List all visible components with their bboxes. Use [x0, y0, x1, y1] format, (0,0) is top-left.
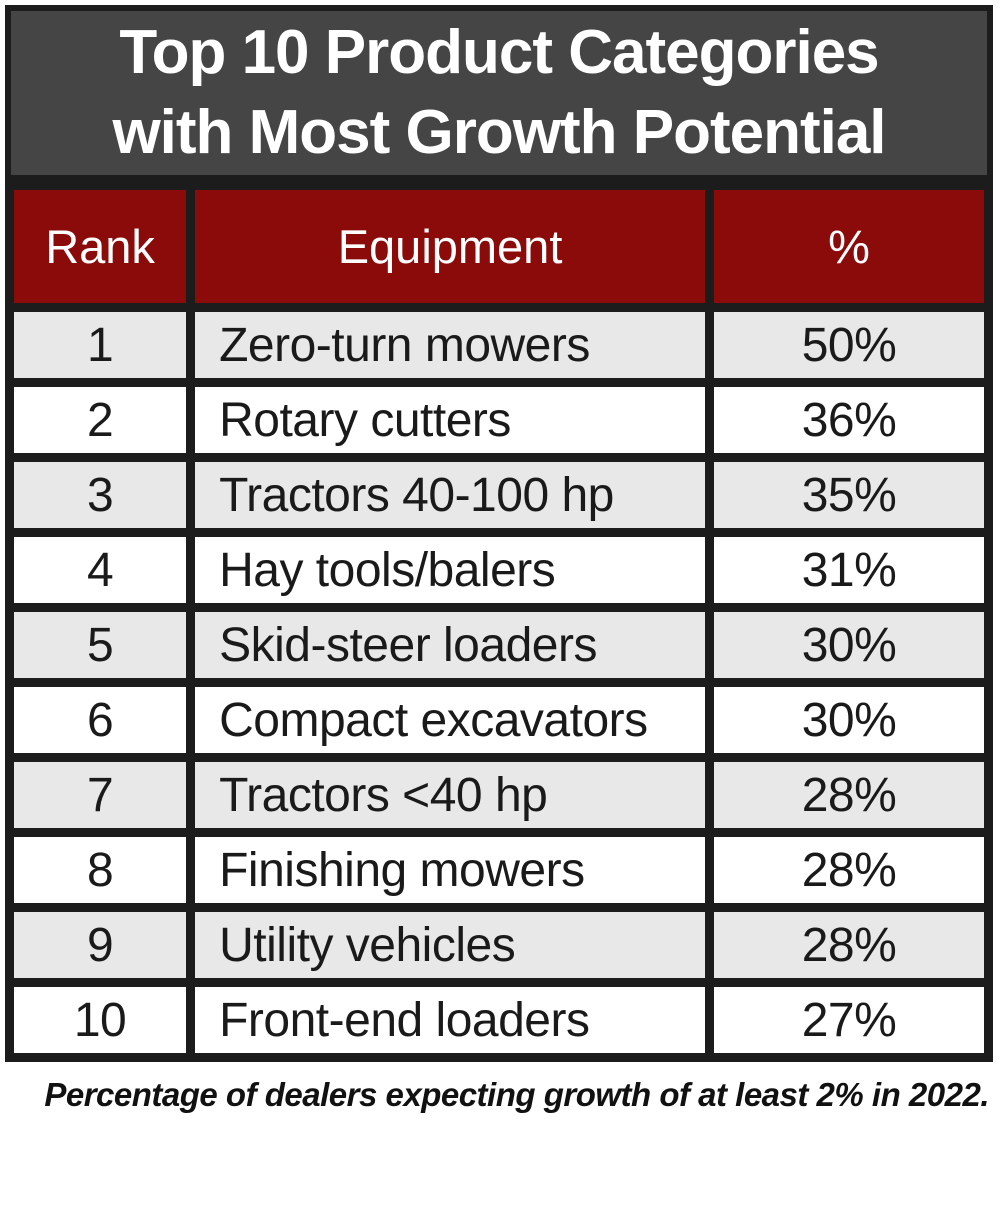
- table-row: 4 Hay tools/balers 31%: [4, 528, 994, 612]
- equipment-cell: Rotary cutters: [186, 378, 714, 462]
- rank-cell: 9: [4, 903, 196, 987]
- header-equipment: Equipment: [186, 181, 714, 312]
- table-body: 1 Zero-turn mowers 50% 2 Rotary cutters …: [4, 303, 994, 1062]
- table-header: Rank Equipment %: [4, 181, 994, 312]
- rank-cell: 7: [4, 753, 196, 837]
- title-line-1: Top 10 Product Categories: [119, 18, 879, 87]
- rank-cell: 8: [4, 828, 196, 912]
- percent-cell: 28%: [704, 828, 994, 912]
- title-line-2: with Most Growth Potential: [112, 98, 886, 167]
- growth-table: Rank Equipment % 1 Zero-turn mowers 50% …: [4, 181, 994, 1062]
- equipment-cell: Hay tools/balers: [186, 528, 714, 612]
- rank-cell: 10: [4, 978, 196, 1062]
- table-title: Top 10 Product Categories with Most Grow…: [5, 5, 993, 181]
- percent-cell: 50%: [704, 303, 994, 387]
- table-row: 8 Finishing mowers 28%: [4, 828, 994, 912]
- table-row: 9 Utility vehicles 28%: [4, 903, 994, 987]
- equipment-cell: Skid-steer loaders: [186, 603, 714, 687]
- equipment-cell: Tractors 40-100 hp: [186, 453, 714, 537]
- rank-cell: 4: [4, 528, 196, 612]
- rank-cell: 5: [4, 603, 196, 687]
- rank-cell: 2: [4, 378, 196, 462]
- table-row: 7 Tractors <40 hp 28%: [4, 753, 994, 837]
- percent-cell: 27%: [704, 978, 994, 1062]
- header-rank: Rank: [4, 181, 196, 312]
- table-row: 5 Skid-steer loaders 30%: [4, 603, 994, 687]
- equipment-cell: Finishing mowers: [186, 828, 714, 912]
- table-row: 10 Front-end loaders 27%: [4, 978, 994, 1062]
- equipment-cell: Compact excavators: [186, 678, 714, 762]
- header-percent: %: [704, 181, 994, 312]
- percent-cell: 30%: [704, 603, 994, 687]
- percent-cell: 36%: [704, 378, 994, 462]
- percent-cell: 30%: [704, 678, 994, 762]
- table-row: 6 Compact excavators 30%: [4, 678, 994, 762]
- percent-cell: 28%: [704, 903, 994, 987]
- table-row: 1 Zero-turn mowers 50%: [4, 303, 994, 387]
- percent-cell: 28%: [704, 753, 994, 837]
- equipment-cell: Utility vehicles: [186, 903, 714, 987]
- rank-cell: 3: [4, 453, 196, 537]
- rank-cell: 1: [4, 303, 196, 387]
- table-row: 3 Tractors 40-100 hp 35%: [4, 453, 994, 537]
- table-row: 2 Rotary cutters 36%: [4, 378, 994, 462]
- equipment-cell: Zero-turn mowers: [186, 303, 714, 387]
- equipment-cell: Tractors <40 hp: [186, 753, 714, 837]
- rank-cell: 6: [4, 678, 196, 762]
- percent-cell: 31%: [704, 528, 994, 612]
- footnote: Percentage of dealers expecting growth o…: [44, 1076, 989, 1113]
- header-row: Rank Equipment %: [4, 181, 994, 312]
- equipment-cell: Front-end loaders: [186, 978, 714, 1062]
- percent-cell: 35%: [704, 453, 994, 537]
